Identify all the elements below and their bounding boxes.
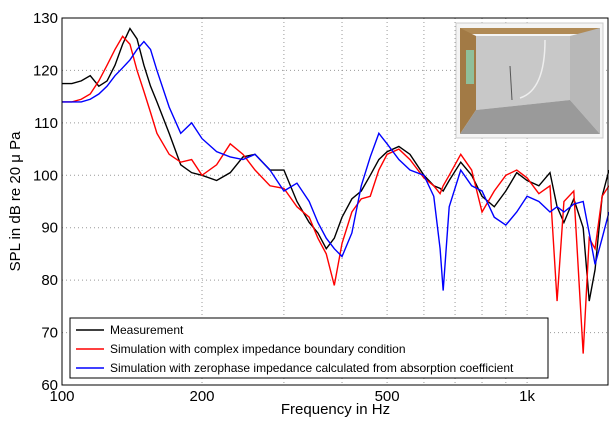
series-line [62,40,609,291]
x-tick-label: 500 [375,388,400,405]
series-line [62,35,609,354]
y-tick-label: 100 [33,167,58,184]
y-tick-label: 120 [33,62,58,79]
inset-photo [455,22,604,139]
y-tick-label: 60 [41,377,58,394]
legend-label: Simulation with zerophase impedance calc… [110,361,514,375]
legend: Measurement Simulation with complex imped… [69,317,549,379]
y-tick-label: 90 [41,220,58,237]
x-axis-label: Frequency in Hz [281,401,390,418]
x-tick-label: 200 [189,388,214,405]
y-tick-label: 130 [33,10,58,27]
axes-box [61,17,609,386]
series-line [62,27,609,302]
lines [62,27,609,354]
y-axis-label: SPL in dB re 20 μ Pa [7,131,24,271]
legend-label: Measurement [110,323,184,337]
x-tick-label: 1k [519,388,535,405]
legend-label: Simulation with complex impedance bounda… [110,342,406,356]
x-tick-label: 100 [49,388,74,405]
y-tick-label: 110 [34,115,58,132]
y-tick-label: 70 [41,325,58,342]
y-tick-label: 80 [41,272,58,289]
